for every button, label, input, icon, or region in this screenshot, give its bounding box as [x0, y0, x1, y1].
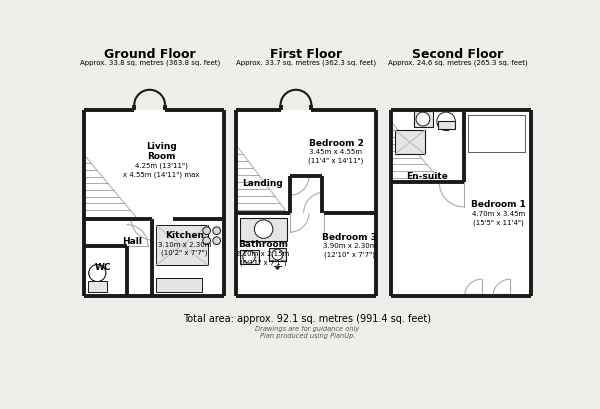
Circle shape	[203, 227, 211, 235]
Circle shape	[254, 220, 273, 239]
Bar	[156, 279, 202, 292]
Text: (15'5" x 11'4"): (15'5" x 11'4")	[473, 219, 524, 225]
Text: (10'2" x 7'7"): (10'2" x 7'7")	[161, 249, 208, 256]
Text: WC: WC	[95, 263, 112, 272]
Bar	[156, 226, 208, 266]
Text: Bedroom 2: Bedroom 2	[308, 138, 364, 147]
Text: 2.10m x 2.15m: 2.10m x 2.15m	[236, 250, 289, 256]
Text: Landing: Landing	[242, 178, 283, 187]
Text: 4.70m x 3.45m: 4.70m x 3.45m	[472, 211, 525, 216]
Text: Approx. 33.8 sq. metres (363.8 sq. feet): Approx. 33.8 sq. metres (363.8 sq. feet)	[80, 59, 220, 65]
Bar	[84, 110, 224, 297]
Bar	[414, 112, 433, 128]
Text: Bedroom 1: Bedroom 1	[471, 200, 526, 209]
Circle shape	[213, 227, 220, 235]
Circle shape	[416, 113, 430, 127]
Text: Ground Floor: Ground Floor	[104, 48, 196, 61]
Circle shape	[89, 265, 106, 282]
Text: Drawings are for guidance only: Drawings are for guidance only	[256, 326, 359, 332]
Circle shape	[437, 113, 455, 131]
Circle shape	[203, 237, 211, 245]
Text: Room: Room	[147, 151, 175, 160]
Bar	[240, 250, 259, 264]
Bar	[88, 281, 107, 292]
Text: 3.45m x 4.55m: 3.45m x 4.55m	[310, 149, 362, 155]
Bar	[240, 218, 287, 241]
Bar	[467, 116, 526, 153]
Text: Total area: approx. 92.1 sq. metres (991.4 sq. feet): Total area: approx. 92.1 sq. metres (991…	[184, 313, 431, 323]
Text: (6'11" x 7'1"): (6'11" x 7'1")	[239, 258, 286, 265]
Bar	[467, 293, 482, 298]
Text: 3.90m x 2.30m: 3.90m x 2.30m	[323, 243, 377, 249]
Text: (12'10" x 7'7"): (12'10" x 7'7")	[325, 251, 376, 257]
Bar	[439, 122, 455, 130]
Text: Living: Living	[146, 142, 176, 151]
Text: Hall: Hall	[122, 237, 142, 245]
Text: Bedroom 3: Bedroom 3	[322, 232, 377, 241]
Text: (11'4" x 14'11"): (11'4" x 14'11")	[308, 157, 364, 164]
Text: Approx. 24.6 sq. metres (265.3 sq. feet): Approx. 24.6 sq. metres (265.3 sq. feet)	[388, 59, 527, 65]
Text: Kitchen: Kitchen	[165, 231, 204, 239]
Bar	[269, 248, 286, 262]
Text: x 4.55m (14'11") max: x 4.55m (14'11") max	[123, 171, 199, 178]
Text: 4.25m (13'11"): 4.25m (13'11")	[135, 163, 188, 169]
Bar	[395, 130, 425, 155]
Text: Approx. 33.7 sq. metres (362.3 sq. feet): Approx. 33.7 sq. metres (362.3 sq. feet)	[236, 59, 376, 65]
Text: First Floor: First Floor	[270, 48, 342, 61]
Text: 3.10m x 2.30m: 3.10m x 2.30m	[158, 241, 211, 247]
Bar	[496, 293, 510, 298]
Text: Bathroom: Bathroom	[238, 240, 288, 249]
Text: Second Floor: Second Floor	[412, 48, 503, 61]
Circle shape	[243, 251, 255, 263]
Circle shape	[89, 265, 106, 282]
Text: En-suite: En-suite	[406, 171, 448, 180]
Bar	[391, 110, 531, 297]
Text: Plan produced using PlanUp.: Plan produced using PlanUp.	[260, 333, 355, 339]
Circle shape	[213, 237, 220, 245]
Circle shape	[272, 249, 283, 260]
Bar	[236, 110, 376, 297]
